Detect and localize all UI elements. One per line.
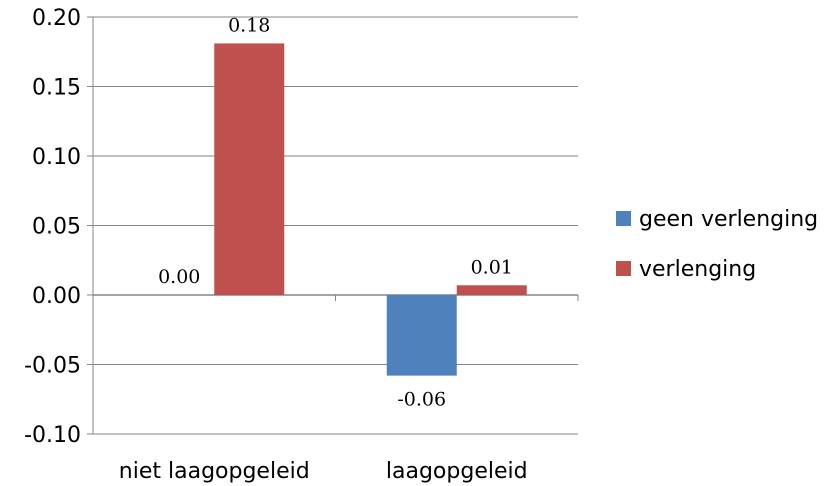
legend-swatch [616,261,631,276]
labels: 0.00 0.18 niet laagopgeleid -0.06 0.01 laagop… [119,14,528,484]
legend-entry: geen verlenging [639,207,818,232]
y-tick-label: 0.00 [32,284,81,309]
y-tick-label: 0.15 [32,76,81,101]
y-tick-label: 0.05 [32,215,81,240]
y-tick-label: -0.10 [24,423,81,448]
data-label: -0.06 [397,389,446,411]
y-tick-label: -0.05 [24,354,81,379]
bar-verlenging-0 [214,43,285,295]
axes: 0.20 0.15 0.10 0.05 0.00 -0.05 -0.10 [24,6,579,448]
y-tick-label: 0.20 [32,6,81,31]
bars [214,43,527,376]
bar-verlenging-1 [456,285,527,295]
data-label: 0.18 [228,14,270,36]
category-label: niet laagopgeleid [119,459,310,484]
legend-entry: verlenging [639,257,756,282]
legend: geen verlenging verlenging [616,207,818,282]
bar-geen-verlenging-1 [386,295,457,376]
legend-swatch [616,211,631,226]
data-label: 0.01 [471,256,513,278]
y-tick-label: 0.10 [32,145,81,170]
data-label: 0.00 [158,266,200,288]
category-label: laagopgeleid [386,459,528,484]
gridlines [93,16,578,435]
